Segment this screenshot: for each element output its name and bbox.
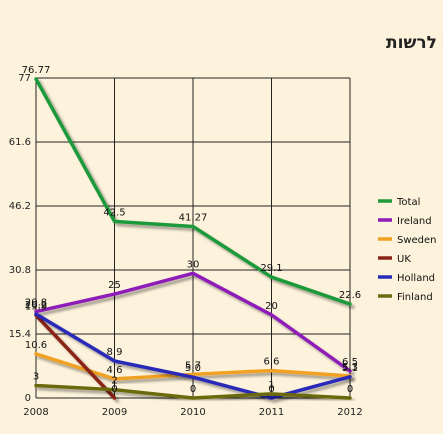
data-label: 2 (111, 376, 117, 387)
data-label: 5.3 (342, 362, 358, 373)
y-tick-label: 46.2 (9, 201, 31, 212)
x-tick-label: 2009 (102, 407, 127, 418)
series-lines (34, 77, 352, 400)
data-label: 1 (268, 380, 274, 391)
y-tick-label: 15.4 (9, 329, 31, 340)
data-label: 10.6 (25, 340, 47, 351)
data-label: 8.9 (107, 347, 123, 358)
data-label: 4.6 (107, 365, 123, 376)
data-label: 0 (111, 384, 117, 395)
data-label: 30 (187, 259, 200, 270)
legend-label: Finland (397, 292, 433, 303)
data-label: 5.0 (185, 363, 201, 374)
data-label: 22.6 (339, 290, 361, 301)
data-label: 19.9 (25, 301, 47, 312)
legend-label: Sweden (397, 235, 437, 246)
y-tick-label: 77 (18, 73, 31, 84)
gridlines (35, 77, 351, 399)
data-label: 5.7 (185, 360, 201, 371)
data-label: 25 (108, 280, 121, 291)
legend-label: Holland (397, 273, 435, 284)
series-line-holland (34, 312, 352, 400)
data-label: 0 (268, 384, 274, 395)
chart-title: המדינות העיקריות שתורמות גם ישירות לרשות (386, 33, 443, 53)
y-tick-label: 61.6 (9, 137, 31, 148)
data-label: 5.1 (342, 363, 358, 374)
data-label: 6.5 (342, 357, 358, 368)
data-label: 3 (33, 372, 39, 383)
data-label: 20.2 (25, 300, 47, 311)
series-line-total (34, 77, 352, 306)
data-label: 76.77 (22, 65, 51, 76)
series-line-uk (34, 313, 117, 400)
legend: Total Ireland Sweden UK Holland Finland (378, 197, 437, 303)
data-label: 20 (265, 301, 278, 312)
x-tick-label: 2010 (180, 407, 205, 418)
series-line-finland (34, 383, 352, 400)
legend-label: UK (397, 254, 411, 265)
legend-label: Total (396, 197, 420, 208)
data-label: 29.1 (260, 263, 282, 274)
x-tick-label: 2012 (337, 407, 362, 418)
data-label: 0 (190, 384, 196, 395)
data-label: 41.27 (179, 212, 208, 223)
data-label: 6.6 (264, 357, 280, 368)
data-label: 0 (347, 384, 353, 395)
series-line-ireland (34, 271, 352, 373)
legend-label: Ireland (397, 216, 432, 227)
x-tick-label: 2011 (259, 407, 284, 418)
x-tick-label: 2008 (23, 407, 48, 418)
data-label: 42.5 (103, 207, 125, 218)
y-tick-label: 0 (25, 393, 31, 404)
data-label: 20.8 (25, 298, 47, 309)
y-tick-label: 30.8 (9, 265, 31, 276)
